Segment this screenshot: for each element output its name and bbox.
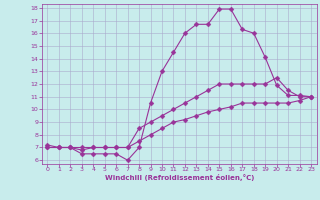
X-axis label: Windchill (Refroidissement éolien,°C): Windchill (Refroidissement éolien,°C): [105, 174, 254, 181]
